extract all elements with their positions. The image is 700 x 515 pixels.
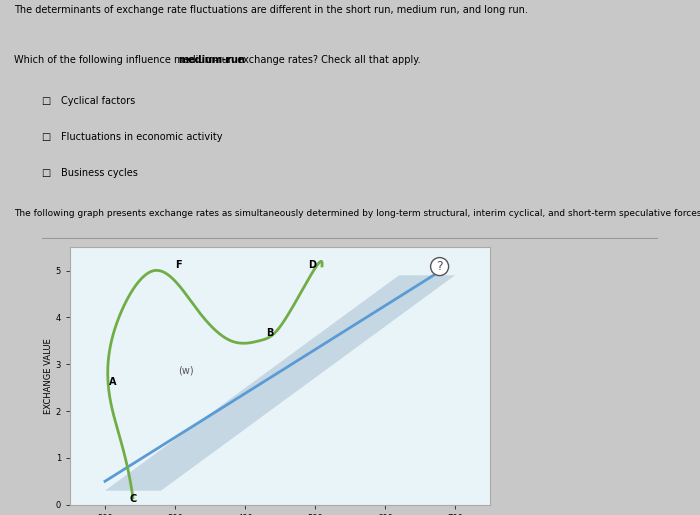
Text: D: D bbox=[308, 260, 316, 270]
Y-axis label: EXCHANGE VALUE: EXCHANGE VALUE bbox=[44, 338, 52, 414]
Text: □: □ bbox=[41, 96, 50, 106]
Text: □: □ bbox=[41, 168, 50, 178]
Text: B: B bbox=[266, 328, 274, 338]
Text: (w): (w) bbox=[178, 366, 194, 375]
Text: The following graph presents exchange rates as simultaneously determined by long: The following graph presents exchange ra… bbox=[14, 209, 700, 218]
Text: F: F bbox=[175, 260, 181, 270]
Text: Fluctuations in economic activity: Fluctuations in economic activity bbox=[61, 132, 223, 142]
Text: A: A bbox=[108, 377, 116, 387]
Polygon shape bbox=[105, 276, 455, 491]
Text: C: C bbox=[130, 494, 136, 504]
Text: Business cycles: Business cycles bbox=[61, 168, 138, 178]
Text: □: □ bbox=[41, 132, 50, 142]
Text: The determinants of exchange rate fluctuations are different in the short run, m: The determinants of exchange rate fluctu… bbox=[14, 5, 528, 15]
Text: medium-run: medium-run bbox=[178, 55, 246, 65]
Text: Which of the following influence medium-run exchange rates? Check all that apply: Which of the following influence medium-… bbox=[14, 55, 421, 65]
Text: Cyclical factors: Cyclical factors bbox=[61, 96, 135, 106]
Text: ?: ? bbox=[436, 260, 443, 273]
